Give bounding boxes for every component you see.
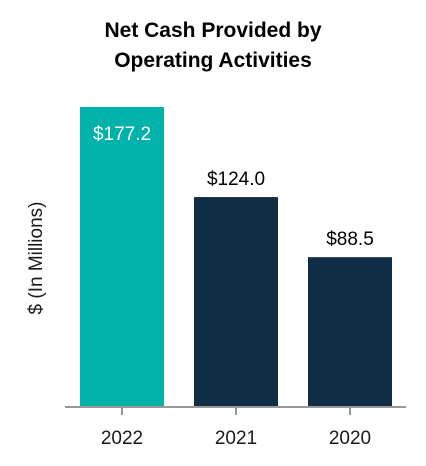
x-axis-ticks-group — [121, 407, 351, 415]
x-tick-label-2022: 2022 — [101, 428, 143, 449]
y-axis-label: $ (In Millions) — [26, 202, 47, 315]
bar-2021 — [194, 197, 278, 407]
value-label-2022: $177.2 — [93, 124, 151, 145]
chart-title: Net Cash Provided by Operating Activitie… — [104, 19, 321, 72]
x-axis-tick-labels-group: 2022 2021 2020 — [101, 428, 371, 449]
bar-2022 — [80, 107, 164, 407]
value-label-2021: $124.0 — [207, 169, 265, 190]
chart-title-line-1: Net Cash Provided by — [104, 19, 321, 42]
bars-group — [80, 107, 392, 407]
value-label-2020: $88.5 — [326, 229, 374, 250]
bar-2020 — [308, 257, 392, 407]
x-tick-label-2021: 2021 — [215, 428, 257, 449]
chart-title-line-2: Operating Activities — [114, 49, 312, 72]
x-tick-label-2020: 2020 — [329, 428, 371, 449]
value-labels-group: $177.2 $124.0 $88.5 — [93, 124, 374, 250]
